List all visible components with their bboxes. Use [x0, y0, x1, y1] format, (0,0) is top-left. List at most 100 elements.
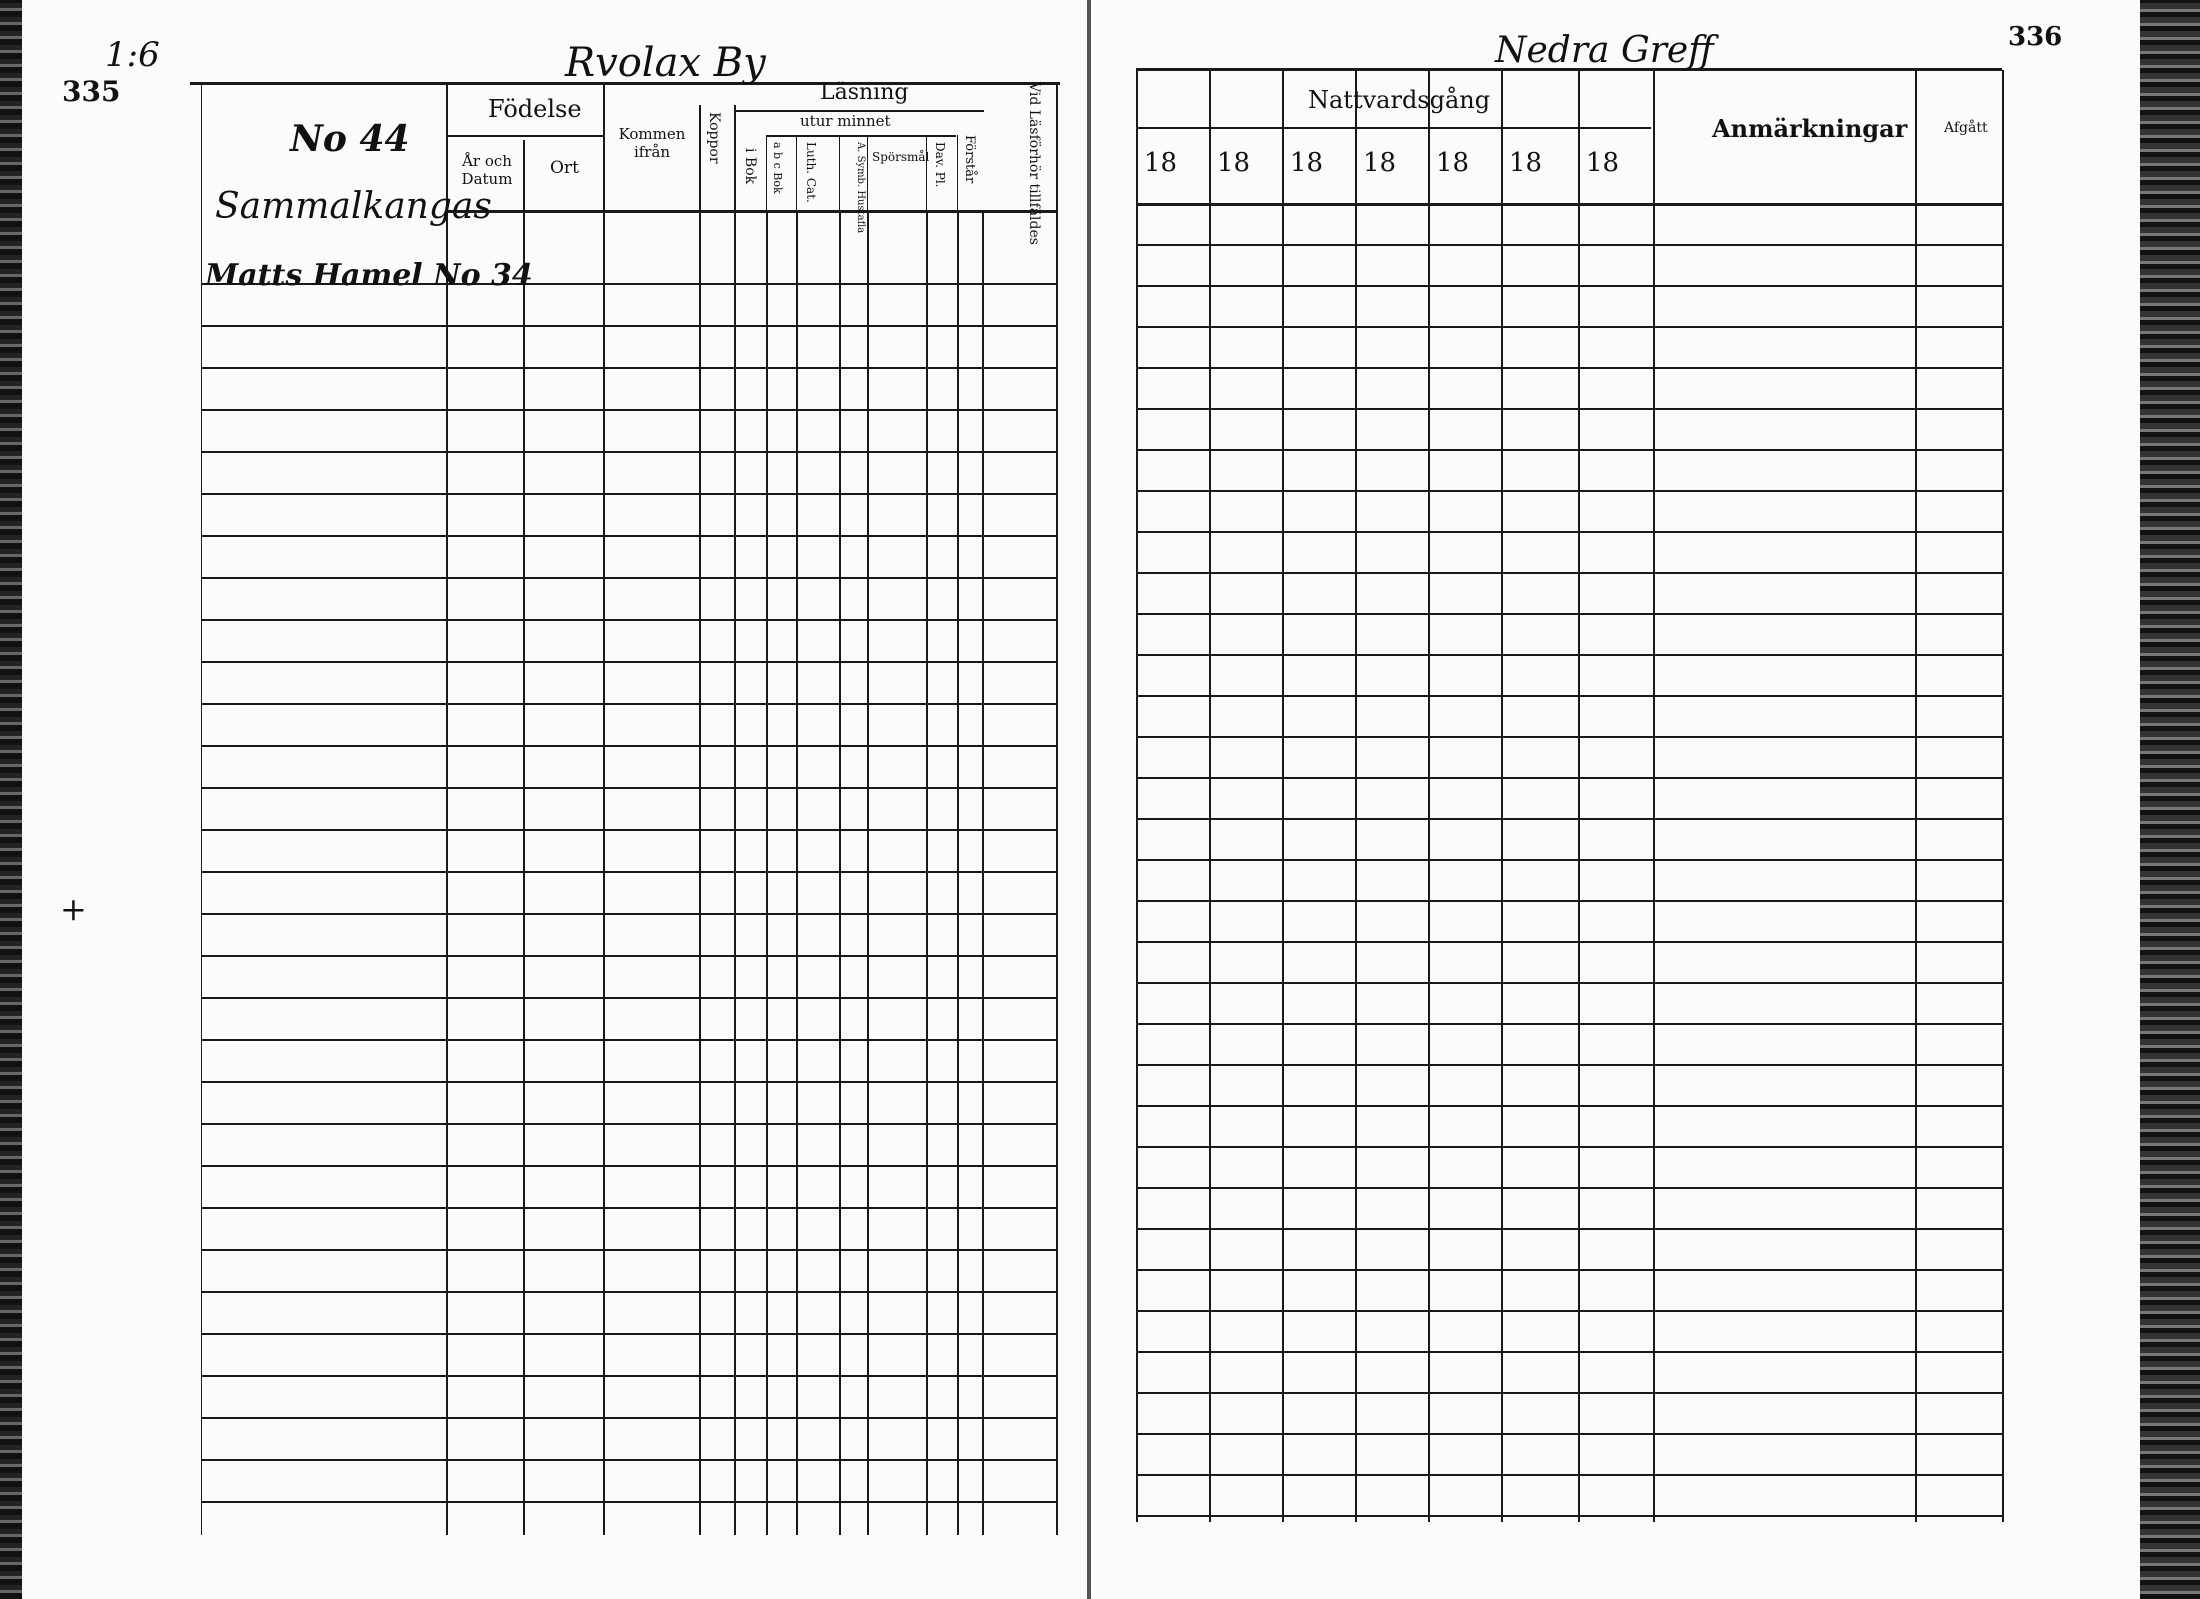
left-row-line — [201, 619, 1056, 621]
left-col-line — [699, 105, 701, 1535]
header-afgatt: Afgått — [1944, 120, 1988, 136]
header-year: 18 — [1586, 148, 1620, 178]
right-row-line — [1136, 1146, 2002, 1148]
household-name: Sammalkangas — [215, 186, 492, 227]
book-edge-right — [2140, 0, 2200, 1599]
right-row-line — [1136, 1515, 2002, 1517]
header-year: 18 — [1509, 148, 1543, 178]
header-dav-pl: Dav. Pl. — [933, 142, 947, 188]
left-row-line — [201, 871, 1056, 873]
left-col-line — [1056, 85, 1058, 1535]
left-row-line — [201, 1123, 1056, 1125]
header-year: 18 — [1144, 148, 1178, 178]
left-row-line — [201, 1039, 1056, 1041]
header-year: 18 — [1363, 148, 1397, 178]
right-row-line — [1136, 1392, 2002, 1394]
right-row-line — [1136, 1269, 2002, 1271]
lasning-rule — [734, 110, 984, 112]
right-row-line — [1136, 1351, 2002, 1353]
left-row-line — [201, 325, 1056, 327]
left-row-line — [201, 703, 1056, 705]
right-row-line — [1136, 736, 2002, 738]
utur-minnet-rule — [766, 135, 956, 137]
right-row-line — [1136, 777, 2002, 779]
fodelse-rule — [446, 135, 603, 137]
left-top-rule — [190, 82, 1060, 85]
left-col-line — [839, 135, 840, 210]
book-edge-left — [0, 0, 22, 1599]
left-row-line — [201, 745, 1056, 747]
right-row-line — [1136, 285, 2002, 287]
page-gutter — [1087, 0, 1091, 1599]
left-row-line — [201, 283, 1056, 285]
right-row-line — [1136, 982, 2002, 984]
right-row-line — [1136, 695, 2002, 697]
left-row-line — [201, 409, 1056, 411]
left-row-line — [201, 787, 1056, 789]
right-row-line — [1136, 900, 2002, 902]
household-number: No 44 — [290, 118, 410, 160]
right-row-line — [1136, 490, 2002, 492]
left-row-line — [201, 577, 1056, 579]
header-sporsmal: Spörsmål — [872, 150, 930, 164]
right-row-line — [1136, 859, 2002, 861]
right-row-line — [1136, 941, 2002, 943]
header-ort: Ort — [550, 158, 579, 178]
right-top-rule — [1136, 68, 2002, 71]
left-row-line — [201, 535, 1056, 537]
right-row-line — [1136, 531, 2002, 533]
left-row-line — [201, 1249, 1056, 1251]
header-utur-minnet: utur minnet — [800, 112, 891, 130]
left-row-line — [201, 1165, 1056, 1167]
left-row-line — [201, 955, 1056, 957]
left-row-line — [201, 1459, 1056, 1461]
header-kommen-ifran: Kommen ifrån — [618, 125, 686, 161]
nattvard-rule — [1136, 127, 1651, 129]
header-a-symb-hustafla: A. Symb. Hustafla — [855, 142, 866, 234]
left-row-line — [201, 1417, 1056, 1419]
header-year: 18 — [1290, 148, 1324, 178]
left-row-line — [201, 1207, 1056, 1209]
left-row-line — [201, 661, 1056, 663]
right-row-line — [1136, 1228, 2002, 1230]
margin-note: 1:6 — [105, 35, 160, 75]
left-col-line — [867, 135, 868, 210]
page-number-left: 335 — [62, 75, 121, 108]
left-col-line — [766, 135, 767, 210]
right-row-line — [1136, 244, 2002, 246]
left-col-line — [926, 135, 927, 210]
left-row-line — [201, 493, 1056, 495]
left-row-line — [201, 913, 1056, 915]
right-col-line — [1282, 70, 1284, 1522]
left-col-line — [957, 135, 958, 210]
left-row-line — [201, 1375, 1056, 1377]
right-row-line — [1136, 1433, 2002, 1435]
header-luth-cat: Luth. Cat. — [804, 142, 818, 203]
right-row-line — [1136, 408, 2002, 410]
header-nattvardsgang: Nattvardsgång — [1308, 86, 1491, 114]
right-row-line — [1136, 367, 2002, 369]
header-year: 18 — [1436, 148, 1470, 178]
right-col-line — [2002, 70, 2004, 1522]
village-heading-right: Nedra Greff — [1495, 30, 1714, 71]
right-row-line — [1136, 654, 2002, 656]
right-col-line — [1578, 70, 1580, 1522]
left-col-line — [446, 85, 448, 1535]
right-row-line — [1136, 818, 2002, 820]
header-anmarkningar: Anmärkningar — [1712, 114, 1908, 143]
right-col-line — [1209, 70, 1211, 1522]
header-ar-och-datum: År och Datum — [461, 152, 513, 188]
left-header-bottom — [446, 210, 1058, 213]
left-col-line — [446, 85, 448, 210]
right-row-line — [1136, 1023, 2002, 1025]
right-col-line — [1915, 70, 1917, 1522]
left-col-line — [603, 85, 605, 210]
right-col-line — [1355, 70, 1357, 1522]
cross-mark: + — [60, 890, 87, 928]
household-ref: Matts Hamel No 34 — [205, 258, 533, 293]
left-col-line — [523, 140, 525, 210]
left-row-line — [201, 451, 1056, 453]
left-row-line — [201, 997, 1056, 999]
right-col-line — [1653, 70, 1655, 1522]
